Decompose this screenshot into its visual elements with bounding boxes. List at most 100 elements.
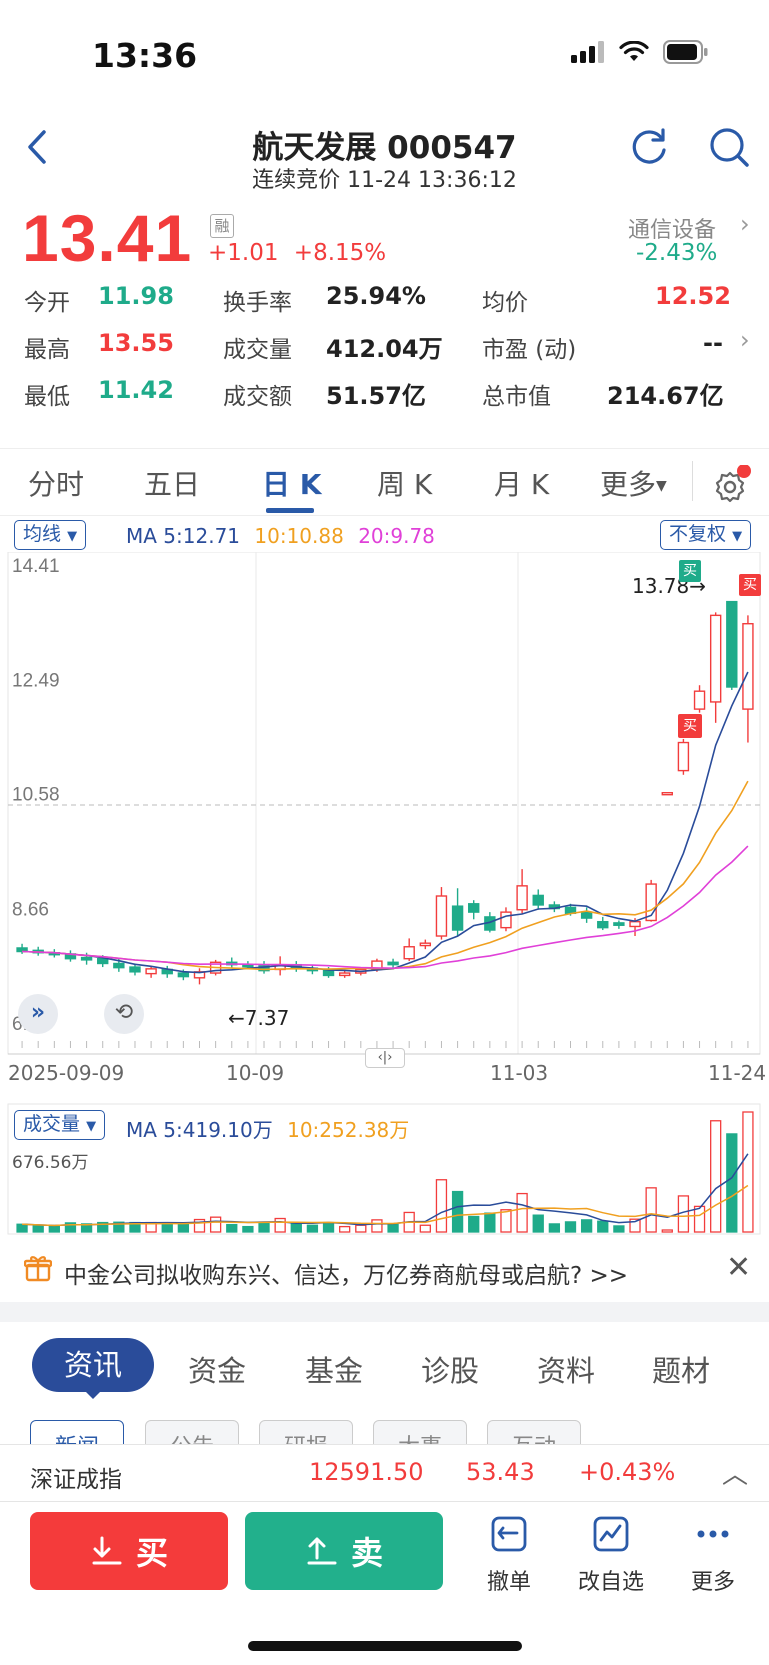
- volume-bar: [726, 1133, 738, 1233]
- candle-body: [742, 623, 754, 710]
- candle: [435, 887, 448, 940]
- info-tab-profile[interactable]: 资料: [537, 1354, 596, 1388]
- volume-bar: [419, 1224, 431, 1233]
- candle: [338, 970, 351, 978]
- low-value: 11.42: [98, 376, 174, 404]
- volume-bar: [693, 1205, 706, 1233]
- candle-body: [677, 741, 690, 772]
- cancel-order-button[interactable]: 撤单: [469, 1514, 549, 1596]
- price-axis-label: 10.58: [12, 785, 60, 806]
- candle-body: [629, 920, 641, 928]
- news-headline[interactable]: 中金公司拟收购东兴、信达，万亿券商航母或启航? >>: [64, 1263, 629, 1289]
- volume-ma10-line: [22, 1184, 749, 1227]
- buy-button[interactable]: 买: [30, 1512, 228, 1590]
- status-icons: [571, 40, 709, 64]
- wifi-icon: [619, 41, 649, 61]
- edit-watchlist-button[interactable]: 改自选: [571, 1514, 651, 1596]
- candle: [16, 943, 28, 954]
- tab-weekly-k[interactable]: 周 K: [377, 468, 433, 501]
- volume-bar: [97, 1221, 109, 1233]
- candle: [677, 738, 690, 775]
- candle-body: [500, 911, 512, 929]
- news-banner[interactable]: [0, 1236, 769, 1302]
- caret-down-icon: ▼: [656, 478, 667, 494]
- volume-selector-label: 成交量: [23, 1113, 81, 1135]
- candle-body: [435, 895, 448, 937]
- refresh-icon[interactable]: [626, 124, 672, 170]
- candle: [548, 901, 561, 913]
- ma10-line: [22, 780, 749, 971]
- volume-selector[interactable]: 成交量 ▼: [14, 1110, 106, 1140]
- date-label-nov: 11-03: [490, 1061, 549, 1085]
- volume-bar: [580, 1219, 593, 1233]
- volume-bar: [645, 1187, 657, 1233]
- settings-icon[interactable]: [712, 465, 752, 505]
- tab-five-day[interactable]: 五日: [144, 468, 201, 501]
- open-label: 今开: [24, 290, 70, 316]
- volume-bar: [258, 1221, 270, 1233]
- candle-body: [16, 947, 28, 953]
- ma-selector[interactable]: 均线 ▼: [14, 520, 87, 550]
- home-indicator: [248, 1641, 522, 1651]
- price-axis-label: 14.41: [12, 556, 60, 577]
- volume-bar: [322, 1221, 335, 1233]
- chevron-up-icon[interactable]: ︿: [722, 1460, 749, 1490]
- high-value: 13.55: [98, 329, 174, 357]
- info-tab-diagnosis[interactable]: 诊股: [421, 1354, 480, 1388]
- volume-bar: [339, 1225, 351, 1233]
- volume-bar: [226, 1223, 238, 1233]
- more-actions-button[interactable]: 更多: [673, 1514, 753, 1596]
- candle: [161, 965, 173, 978]
- volume-bar: [371, 1219, 383, 1233]
- change-percent: +8.15%: [293, 240, 387, 266]
- info-tab-funds[interactable]: 资金: [188, 1354, 247, 1388]
- pe-label[interactable]: 市盈 (动): [482, 337, 577, 363]
- status-time: 13:36: [92, 36, 198, 75]
- candle: [419, 939, 432, 950]
- volume-bar: [661, 1229, 673, 1233]
- tab-more[interactable]: 更多▼: [600, 463, 667, 503]
- candle-body: [468, 903, 480, 913]
- candle-body: [532, 894, 544, 906]
- info-tab-fund[interactable]: 基金: [305, 1354, 364, 1388]
- tab-intraday[interactable]: 分时: [28, 468, 85, 501]
- chart-scroll-handle[interactable]: ‹|›: [365, 1048, 405, 1068]
- tab-monthly-k[interactable]: 月 K: [494, 468, 550, 501]
- index-ticker-bar[interactable]: [0, 1444, 769, 1502]
- candle-body: [387, 961, 399, 966]
- price-axis-label: 8.66: [12, 899, 49, 920]
- volume-ma-label: MA: [126, 1118, 157, 1142]
- margin-trading-badge: 融: [210, 214, 234, 238]
- expand-icon[interactable]: »: [18, 994, 58, 1034]
- back-icon[interactable]: [18, 122, 58, 172]
- ma10-value: 10:10.88: [254, 524, 344, 548]
- search-icon[interactable]: [706, 124, 752, 170]
- candle: [64, 950, 77, 962]
- info-tab-news[interactable]: 资讯: [32, 1338, 154, 1392]
- candle-body: [129, 966, 141, 973]
- sector-link[interactable]: 通信设备: [628, 218, 717, 243]
- chevron-right-icon[interactable]: ›: [740, 326, 750, 354]
- current-price: 13.41: [22, 201, 193, 275]
- signal-icon: [571, 41, 604, 63]
- ma5-value: 5:12.71: [163, 524, 241, 548]
- caret-down-icon: ▼: [67, 529, 78, 544]
- rotate-screen-icon[interactable]: ⟲: [104, 994, 144, 1034]
- buy-signal-tag: 买: [739, 574, 761, 596]
- volume-bar: [516, 1192, 528, 1233]
- adjust-selector[interactable]: 不复权 ▼: [660, 520, 752, 550]
- notification-dot: [737, 465, 751, 478]
- avg-label: 均价: [482, 290, 528, 316]
- tab-daily-k[interactable]: 日 K: [262, 468, 322, 501]
- chevron-right-icon[interactable]: ›: [740, 210, 750, 238]
- sell-arrow-icon: [307, 1537, 337, 1565]
- vol-ma10-value: 10:252.38万: [287, 1118, 410, 1142]
- volume-bar: [290, 1223, 302, 1233]
- close-icon[interactable]: ✕: [726, 1250, 752, 1285]
- volume-ma5-line: [22, 1153, 749, 1227]
- turnover-label: 换手率: [223, 290, 292, 316]
- sell-button[interactable]: 卖: [245, 1512, 443, 1590]
- info-tab-theme[interactable]: 题材: [652, 1354, 711, 1388]
- volume-bar: [564, 1221, 577, 1233]
